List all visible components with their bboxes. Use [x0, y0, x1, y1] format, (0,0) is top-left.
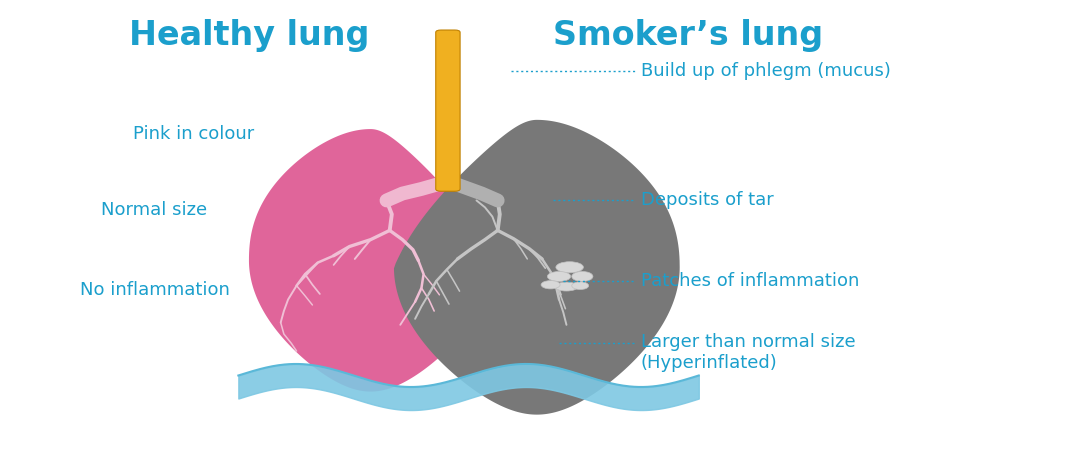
- Polygon shape: [394, 120, 679, 415]
- FancyBboxPatch shape: [435, 30, 460, 191]
- Ellipse shape: [548, 272, 570, 282]
- Text: Deposits of tar: Deposits of tar: [640, 191, 773, 210]
- Text: Smoker’s lung: Smoker’s lung: [553, 18, 823, 52]
- Ellipse shape: [571, 282, 589, 290]
- Polygon shape: [249, 129, 492, 392]
- Ellipse shape: [556, 262, 583, 273]
- Text: Build up of phlegm (mucus): Build up of phlegm (mucus): [640, 63, 890, 80]
- Text: Patches of inflammation: Patches of inflammation: [640, 272, 859, 290]
- Text: Healthy lung: Healthy lung: [129, 18, 369, 52]
- Ellipse shape: [571, 272, 593, 282]
- Text: Larger than normal size
(Hyperinflated): Larger than normal size (Hyperinflated): [640, 333, 855, 372]
- Ellipse shape: [555, 282, 578, 291]
- Text: Pink in colour: Pink in colour: [133, 125, 254, 143]
- Text: No inflammation: No inflammation: [80, 281, 229, 299]
- Text: Normal size: Normal size: [100, 201, 207, 219]
- Ellipse shape: [541, 281, 561, 289]
